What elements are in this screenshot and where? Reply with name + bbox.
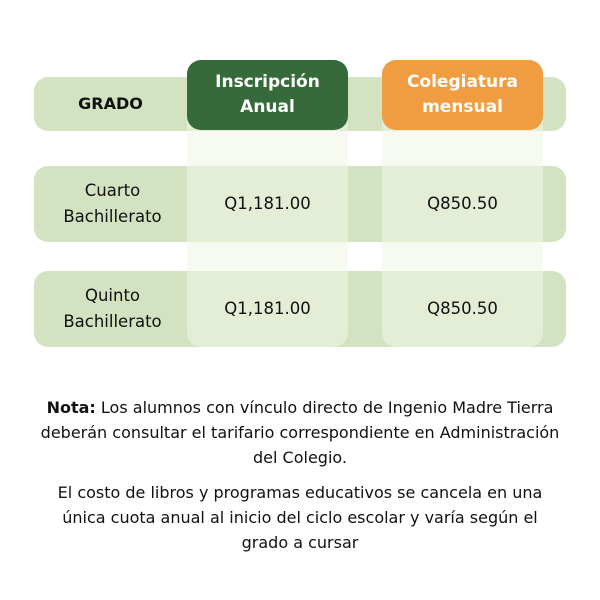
inscripcion-column [187,120,348,347]
row-1-colegiatura: Q850.50 [427,194,498,213]
note-text: Los alumnos con vínculo directo de Ingen… [40,398,560,467]
header-inscripcion: Inscripción Anual [187,60,348,130]
note-label: Nota: [46,398,96,417]
row-1-grado: Cuarto Bachillerato [63,181,162,226]
colegiatura-column [382,120,543,347]
books-paragraph: El costo de libros y programas educativo… [57,483,543,552]
note-paragraph: Nota: Los alumnos con vínculo directo de… [40,395,560,470]
row-2-colegiatura: Q850.50 [427,299,498,318]
header-grado: GRADO [78,94,143,113]
row-1-inscripcion: Q1,181.00 [224,194,311,213]
row-2-grado: Quinto Bachillerato [63,286,162,331]
header-colegiatura: Colegiatura mensual [382,60,543,130]
row-2-inscripcion: Q1,181.00 [224,299,311,318]
